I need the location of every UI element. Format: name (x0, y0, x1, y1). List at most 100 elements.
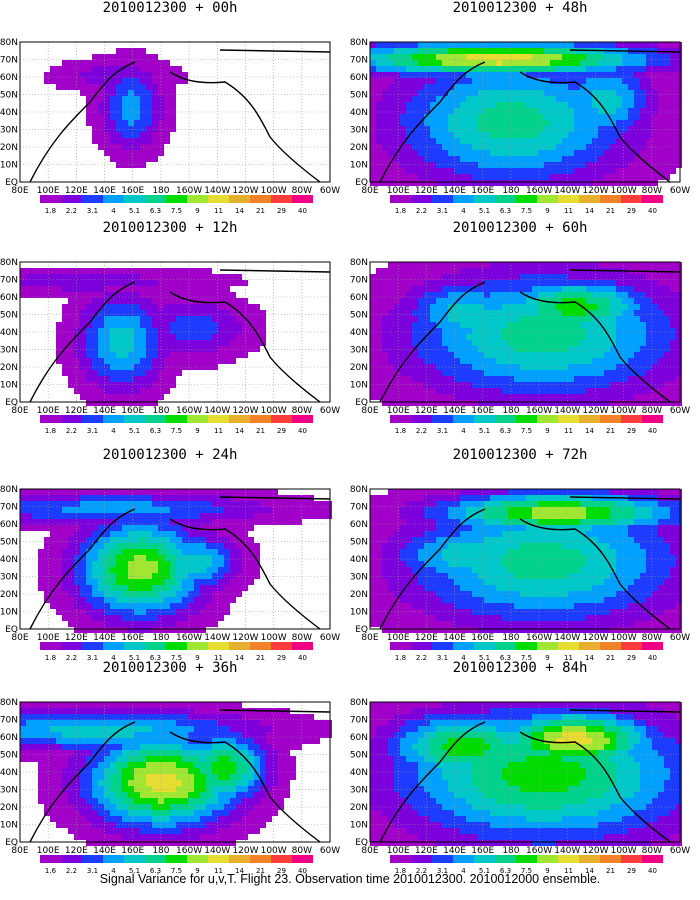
field-cell (646, 126, 652, 132)
field-cell (212, 621, 218, 627)
field-cell (272, 732, 278, 738)
colorbar-label: 6.3 (150, 654, 161, 662)
field-cell (218, 495, 224, 501)
field-cell (194, 352, 200, 358)
field-cell (296, 714, 302, 720)
field-cell (176, 268, 182, 274)
field-cell (68, 274, 74, 280)
field-cell (56, 358, 62, 364)
field-cell (230, 358, 236, 364)
field-cell (74, 609, 80, 615)
field-cell (236, 792, 242, 798)
field-cell (140, 108, 146, 114)
field-cell (86, 621, 92, 627)
field-cell (562, 102, 568, 108)
field-cell (152, 376, 158, 382)
field-cell (616, 274, 622, 280)
field-cell (230, 346, 236, 352)
field-cell (592, 280, 598, 286)
field-cell (616, 60, 622, 66)
field-cell (200, 840, 206, 846)
field-cell (92, 738, 98, 744)
field-cell (628, 310, 634, 316)
field-cell (218, 489, 224, 495)
field-cell (260, 756, 266, 762)
field-cell (418, 268, 424, 274)
field-cell (664, 66, 670, 72)
field-cell (236, 834, 242, 840)
field-cell (122, 714, 128, 720)
field-cell (92, 579, 98, 585)
field-cell (200, 702, 206, 708)
field-cell (98, 738, 104, 744)
field-cell (568, 156, 574, 162)
colorbar-label: 2.2 (66, 207, 77, 215)
field-cell (134, 786, 140, 792)
field-cell (622, 66, 628, 72)
field-cell (604, 316, 610, 322)
field-cell (538, 274, 544, 280)
field-cell (550, 54, 556, 60)
field-cell (284, 501, 290, 507)
field-cell (394, 114, 400, 120)
field-cell (68, 555, 74, 561)
field-cell (50, 292, 56, 298)
field-cell (370, 60, 376, 66)
field-cell (538, 48, 544, 54)
field-cell (86, 525, 92, 531)
colorbar-swatch (537, 195, 558, 203)
field-cell (382, 180, 388, 186)
field-cell (248, 726, 254, 732)
field-cell (652, 84, 658, 90)
field-cell (236, 531, 242, 537)
field-cell (170, 274, 176, 280)
field-cell (574, 156, 580, 162)
field-cell (224, 708, 230, 714)
field-cell (146, 304, 152, 310)
field-cell (92, 66, 98, 72)
field-cell (182, 603, 188, 609)
field-cell (466, 274, 472, 280)
field-cell (640, 42, 646, 48)
field-cell (104, 72, 110, 78)
field-cell (544, 120, 550, 126)
field-cell (212, 352, 218, 358)
field-cell (74, 585, 80, 591)
field-cell (146, 280, 152, 286)
field-cell (490, 168, 496, 174)
x-tick-label: 80W (642, 186, 662, 196)
field-cell (62, 561, 68, 567)
field-cell (134, 328, 140, 334)
field-cell (454, 268, 460, 274)
field-cell (484, 298, 490, 304)
field-cell (224, 298, 230, 304)
field-cell (146, 150, 152, 156)
field-cell (400, 310, 406, 316)
colorbar-label: 11 (214, 207, 223, 215)
field-cell (622, 304, 628, 310)
field-cell (182, 549, 188, 555)
field-cell (164, 567, 170, 573)
panel-title: 2010012300 + 48h (452, 0, 588, 16)
field-cell (646, 84, 652, 90)
y-tick-label: 60N (0, 293, 18, 303)
field-cell (74, 84, 80, 90)
field-cell (296, 720, 302, 726)
field-cell (134, 382, 140, 388)
field-cell (110, 400, 116, 406)
field-cell (472, 84, 478, 90)
field-cell (110, 822, 116, 828)
field-cell (598, 162, 604, 168)
colorbar-label: 6.3 (150, 867, 161, 875)
field-cell (98, 840, 104, 846)
field-cell (514, 138, 520, 144)
field-cell (182, 78, 188, 84)
field-cell (466, 72, 472, 78)
field-cell (616, 156, 622, 162)
field-cell (92, 495, 98, 501)
field-cell (622, 292, 628, 298)
field-cell (616, 42, 622, 48)
field-cell (436, 298, 442, 304)
field-cell (670, 138, 676, 144)
field-cell (278, 744, 284, 750)
